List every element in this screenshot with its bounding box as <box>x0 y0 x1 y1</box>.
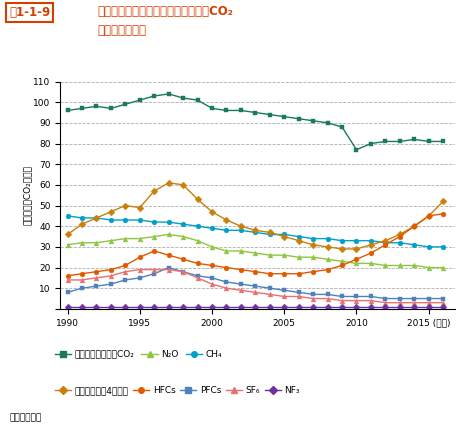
Text: 図1-1-9: 図1-1-9 <box>9 6 50 19</box>
Legend: 代替フロン箉4ガス計, HFCs, PFCs, SF₆, NF₃: 代替フロン箉4ガス計, HFCs, PFCs, SF₆, NF₃ <box>51 383 303 399</box>
Y-axis label: （百万トンCO₂換算）: （百万トンCO₂換算） <box>23 165 32 225</box>
Legend: 非エネルギー起源CO₂, N₂O, CH₄: 非エネルギー起源CO₂, N₂O, CH₄ <box>51 346 225 362</box>
Text: 以外）の排出量: 以外）の排出量 <box>97 24 146 36</box>
Text: 資料：環境省: 資料：環境省 <box>9 414 42 423</box>
Text: 各種温室効果ガス（エネルギー起源CO₂: 各種温室効果ガス（エネルギー起源CO₂ <box>97 5 233 18</box>
